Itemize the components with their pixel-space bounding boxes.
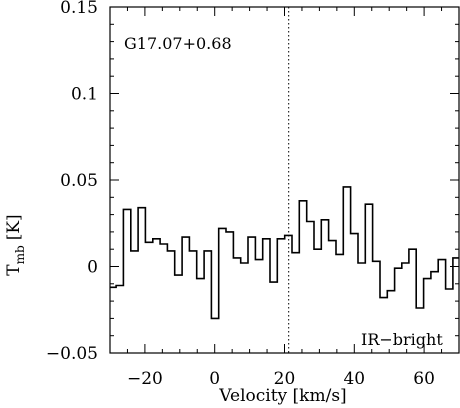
category-label: IR−bright [361, 330, 443, 349]
series-layer [110, 186, 459, 320]
y-tick-label: −0.05 [46, 344, 98, 364]
y-axis-label-unit: [K] [4, 214, 24, 240]
x-tick-label: 20 [274, 369, 296, 389]
x-tick-label: −20 [127, 369, 163, 389]
tick-labels-layer: −20 0 20 40 60 −0.05 0 0.05 0.1 0.15 [46, 0, 435, 389]
x-tick-label: 0 [209, 369, 220, 389]
y-tick-label: 0.15 [60, 0, 98, 18]
y-tick-label: 0.1 [71, 85, 98, 105]
spectrum-histogram [110, 186, 459, 320]
y-axis-label-sub: mb [13, 245, 27, 264]
x-tick-label: 60 [413, 369, 435, 389]
ticks-layer [109, 6, 460, 354]
source-label: G17.07+0.68 [124, 34, 232, 53]
plot-border [109, 6, 460, 354]
plot-frame [109, 6, 460, 354]
y-tick-label: 0.05 [60, 171, 98, 191]
x-axis-label: Velocity [km/s] [218, 386, 346, 406]
y-axis-label: Tmb [K] [4, 214, 27, 275]
y-axis-label-main: T [4, 264, 24, 276]
y-tick-label: 0 [87, 258, 98, 278]
x-tick-label: 40 [343, 369, 365, 389]
